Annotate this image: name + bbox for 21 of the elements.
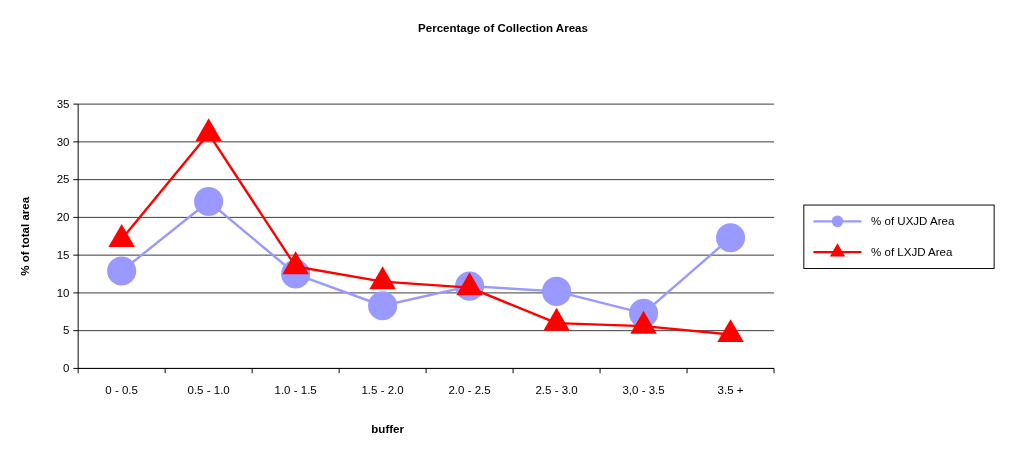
x-tick-label: 0.5 - 1.0	[187, 384, 230, 397]
x-tick-label: 2.5 - 3.0	[535, 384, 578, 397]
x-tick-label: 1.0 - 1.5	[274, 384, 317, 397]
legend-label: % of UXJD Area	[871, 215, 955, 228]
y-tick-label: 5	[63, 324, 70, 337]
x-tick-label: 2.0 - 2.5	[448, 384, 491, 397]
chart-title: Percentage of Collection Areas	[418, 22, 588, 35]
y-tick-label: 15	[56, 249, 70, 261]
x-tick-label: 1.5 - 2.0	[361, 384, 404, 397]
x-tick-label: 3,0 - 3.5	[622, 384, 665, 397]
legend-label: % of LXJD Area	[871, 245, 953, 258]
y-tick-label: 30	[56, 135, 70, 148]
y-tick-label: 25	[56, 173, 70, 186]
y-tick-label: 0	[63, 362, 70, 375]
y-tick-label: 10	[56, 286, 70, 299]
x-tick-label: 3.5 +	[717, 384, 744, 397]
x-axis-title: buffer	[371, 422, 405, 435]
y-tick-label: 35	[56, 97, 70, 110]
y-axis-title: % of total area	[19, 196, 32, 276]
y-tick-label: 20	[56, 211, 70, 224]
x-tick-label: 0 - 0.5	[105, 384, 138, 397]
